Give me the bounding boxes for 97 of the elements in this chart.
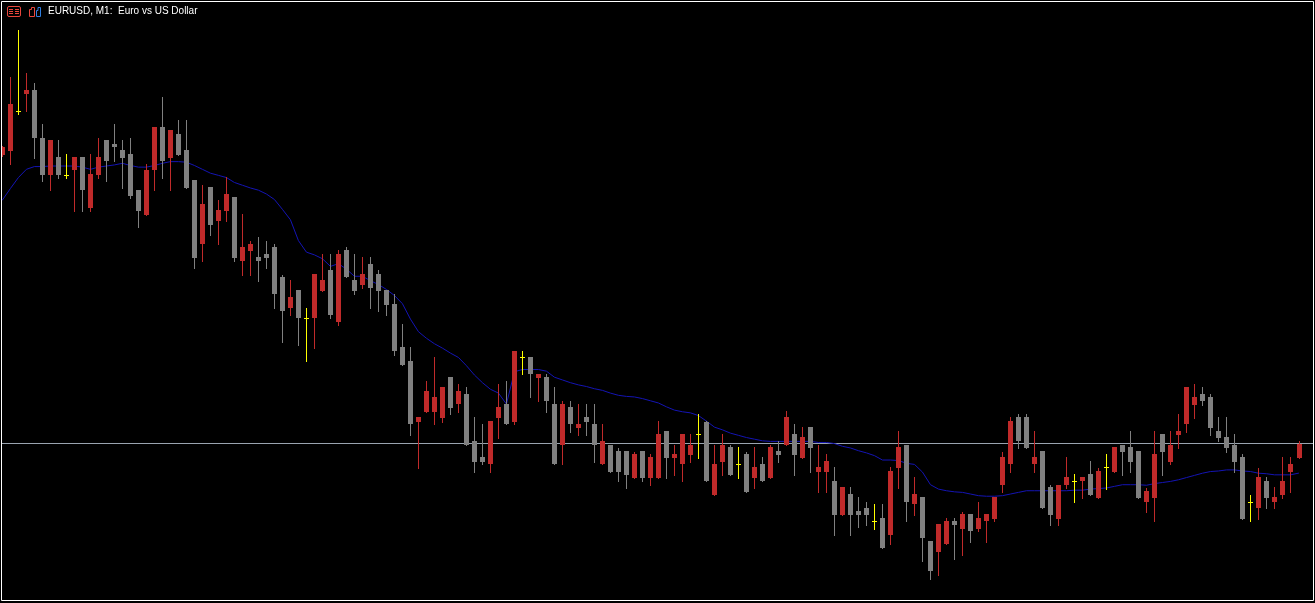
candlestick [528, 356, 533, 399]
candlestick [816, 444, 821, 494]
candlestick [720, 433, 725, 477]
candlestick [1088, 460, 1093, 497]
candlestick [480, 423, 485, 466]
candlestick [240, 213, 245, 277]
candlestick [256, 236, 261, 283]
candlestick [104, 139, 109, 183]
candlestick [848, 486, 853, 537]
candlestick [984, 513, 989, 544]
candlestick [376, 269, 381, 313]
candlestick [752, 446, 757, 490]
candlestick [1216, 416, 1221, 443]
candlestick [496, 383, 501, 440]
candlestick [976, 501, 981, 533]
candlestick [736, 446, 741, 480]
candlestick [1200, 386, 1205, 407]
candlestick [696, 413, 701, 460]
candlestick [120, 139, 125, 190]
candlestick [456, 383, 461, 414]
candlestick [520, 350, 525, 376]
candlestick [72, 156, 77, 213]
candlestick [264, 240, 269, 270]
candlestick [960, 511, 965, 557]
candlestick [624, 450, 629, 490]
candlestick [1248, 494, 1253, 523]
candlestick [384, 289, 389, 317]
candlestick [872, 503, 877, 531]
candlestick [424, 380, 429, 414]
candlestick [24, 72, 29, 113]
candlestick [56, 139, 61, 180]
candlestick [896, 430, 901, 490]
candlestick [648, 453, 653, 487]
candlestick [1280, 456, 1285, 500]
candlestick [96, 137, 101, 180]
candlestick [1072, 473, 1077, 504]
candlestick [672, 444, 677, 477]
candlestick [856, 496, 861, 529]
chart-title: EURUSD, M1: Euro vs US Dollar [48, 5, 199, 17]
candlestick [992, 496, 997, 523]
candlestick [632, 451, 637, 480]
candlestick [248, 240, 253, 277]
candlestick [1032, 430, 1037, 474]
candlestick [800, 426, 805, 460]
candlestick [576, 403, 581, 437]
candlestick [616, 447, 621, 483]
candlestick [400, 323, 405, 367]
candlestick [808, 426, 813, 474]
candlestick [416, 416, 421, 470]
candlestick [824, 453, 829, 494]
candlestick [352, 253, 357, 296]
candlestick [792, 423, 797, 477]
candlestick [1120, 444, 1125, 477]
candlestick [1272, 486, 1277, 510]
candlestick [968, 513, 973, 544]
candlestick [600, 423, 605, 466]
candlestick [1232, 433, 1237, 474]
candlestick [568, 400, 573, 434]
candlestick [760, 456, 765, 483]
candlestick [136, 189, 141, 229]
candlestick [224, 176, 229, 223]
candlestick [360, 256, 365, 290]
candlestick [112, 123, 117, 163]
candlestick [1176, 413, 1181, 450]
candlestick [1016, 413, 1021, 450]
candlestick [912, 476, 917, 517]
candlestick [1224, 416, 1229, 454]
candlestick [216, 199, 221, 246]
candlestick [1264, 476, 1269, 510]
candlestick [952, 517, 957, 561]
candlestick [1064, 456, 1069, 490]
candlestick [304, 307, 309, 363]
candlestick [320, 253, 325, 293]
candlestick [536, 373, 541, 403]
candlestick [1192, 383, 1197, 420]
candlestick [584, 403, 589, 437]
candlestick [1288, 456, 1293, 494]
candlestick [432, 356, 437, 426]
candlestick [288, 279, 293, 317]
candlestick [368, 256, 373, 310]
candlestick [64, 153, 69, 180]
candlestick [776, 440, 781, 464]
candlestick [688, 433, 693, 464]
candlestick [16, 29, 21, 116]
candlestick [1144, 487, 1149, 514]
candlestick [544, 373, 549, 414]
candlestick [864, 501, 869, 527]
candlestick [176, 119, 181, 157]
candlestick [1168, 430, 1173, 466]
candlestick [1080, 476, 1085, 500]
candlestick [1160, 433, 1165, 477]
candlestick [504, 380, 509, 426]
candlestick [944, 517, 949, 546]
candlestick [592, 403, 597, 464]
candlestick [1128, 430, 1133, 474]
candlestick [472, 416, 477, 474]
candlestick [1104, 453, 1109, 491]
